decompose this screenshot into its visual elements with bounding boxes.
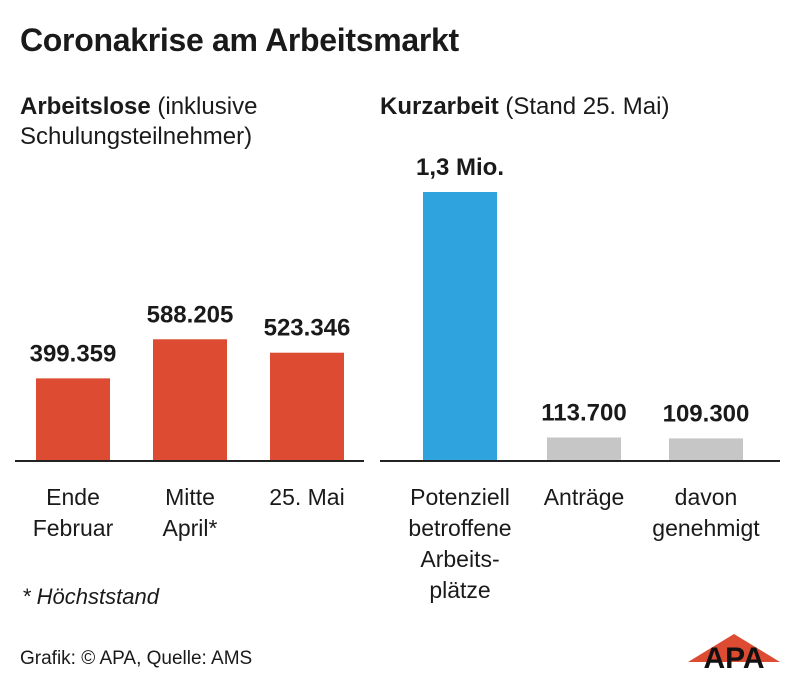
left-heading-rest: (inklusive Schulungsteilnehmer) [20, 93, 258, 150]
left-heading-bold: Arbeitslose [20, 93, 151, 120]
source-credit: Grafik: © APA, Quelle: AMS [20, 648, 253, 669]
bar-kurzarbeit-2 [669, 438, 743, 461]
category-label-kurzarbeit-2: davon genehmigt [652, 484, 760, 541]
bar-kurzarbeit-1 [547, 437, 621, 461]
category-label-arbeitslose-0: Ende Februar [33, 484, 114, 541]
bar-arbeitslose-1 [153, 339, 227, 461]
panel-kurzarbeit: 1,3 Mio. Potenziell betroffene Arbeits-plät… [380, 154, 780, 603]
right-panel-heading: Kurzarbeit (Stand 25. Mai) [380, 92, 780, 122]
footnote: * Höchststand [22, 584, 159, 609]
bar-kurzarbeit-0 [423, 192, 497, 461]
value-label-kurzarbeit-1: 113.700 [541, 399, 626, 426]
category-label-kurzarbeit-1: Anträge [544, 484, 625, 510]
value-label-kurzarbeit-2: 109.300 [663, 400, 750, 427]
apa-logo: APA [688, 634, 780, 672]
value-label-kurzarbeit-0: 1,3 Mio. [416, 154, 504, 181]
category-label-arbeitslose-1: Mitte April* [163, 484, 218, 541]
value-label-arbeitslose-2: 523.346 [264, 315, 351, 342]
value-label-arbeitslose-1: 588.205 [147, 301, 234, 328]
apa-logo-roof [688, 634, 780, 662]
apa-logo-text: APA [703, 642, 764, 672]
right-heading-bold: Kurzarbeit [380, 93, 499, 120]
bar-arbeitslose-2 [270, 352, 344, 461]
right-heading-rest: (Stand 25. Mai) [498, 93, 670, 120]
bar-arbeitslose-0 [36, 378, 110, 461]
chart-title: Coronakrise am Arbeitsmarkt [20, 22, 459, 58]
category-label-kurzarbeit-0: Potenziell betroffene Arbeits-plätze [408, 484, 511, 603]
value-label-arbeitslose-0: 399.359 [30, 340, 117, 367]
left-panel-heading: Arbeitslose (inklusive Schulungsteilnehm… [20, 92, 350, 152]
category-label-arbeitslose-2: 25. Mai [269, 484, 344, 510]
panel-arbeitslose: 399.359 Ende Februar 588.205 Mitte April* 523.… [15, 301, 364, 541]
